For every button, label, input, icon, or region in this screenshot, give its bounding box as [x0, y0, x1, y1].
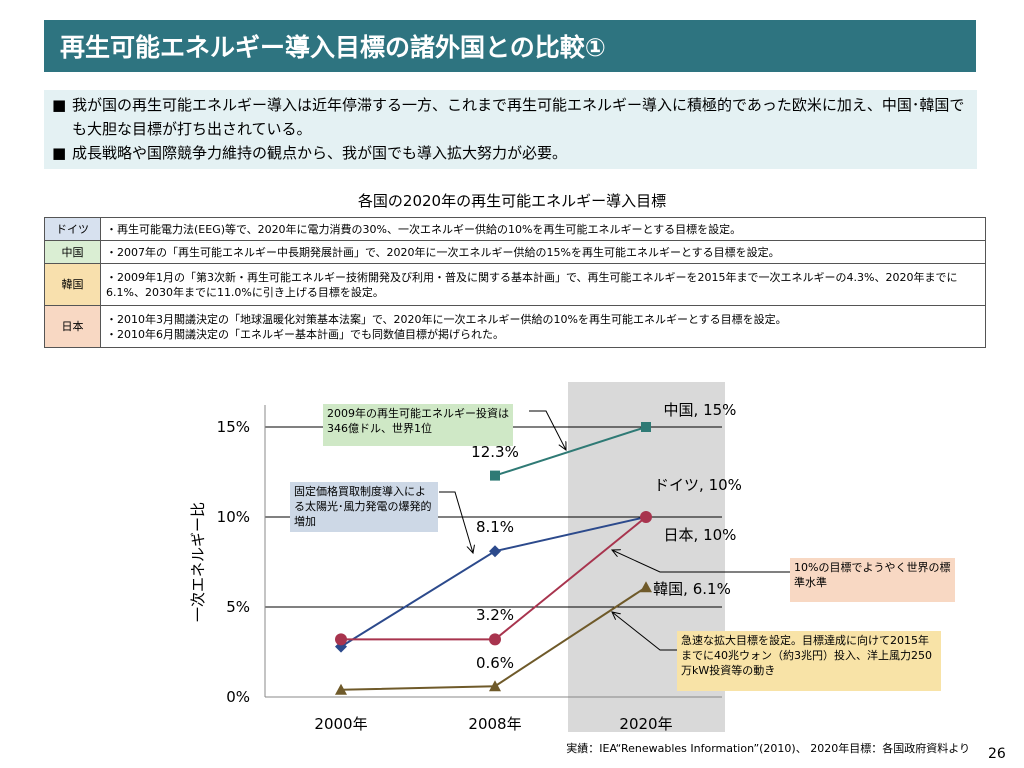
country-cell: 韓国 — [44, 263, 101, 306]
country-cell: ドイツ — [44, 217, 101, 241]
data-label: 12.3% — [471, 443, 519, 461]
source-note: 実績：IEA“Renewables Information”(2010)、 20… — [566, 742, 970, 755]
target-text-cell: ・2007年の「再生可能エネルギー中長期発展計画」で、2020年に一次エネルギー… — [100, 240, 986, 264]
annotation-fit: 固定価格買取制度導入による太陽光･風力発電の爆発的増加 — [290, 482, 438, 532]
y-tick-label: 15% — [217, 418, 250, 436]
annotation-standard: 10%の目標でようやく世界の標準水準 — [790, 558, 955, 602]
bullet-point: ■ 成長戦略や国際競争力維持の観点から、我が国でも導入拡大努力が必要。 — [52, 141, 969, 165]
callout-arrow — [612, 612, 677, 651]
table-row: 韓国 ・2009年1月の「第3次新・再生可能エネルギー技術開発及び利用・普及に関… — [44, 263, 986, 306]
series-line — [494, 426, 647, 477]
country-cell: 日本 — [44, 305, 101, 348]
table-row: 中国 ・2007年の「再生可能エネルギー中長期発展計画」で、2020年に一次エネ… — [44, 240, 986, 264]
data-point-circle — [335, 633, 347, 646]
country-cell: 中国 — [44, 240, 101, 264]
callout-arrow — [439, 491, 473, 553]
target-text-cell: ・2009年1月の「第3次新・再生可能エネルギー技術開発及び利用・普及に関する基… — [100, 263, 986, 306]
bullet-point: ■ 我が国の再生可能エネルギー導入は近年停滞する一方、これまで再生可能エネルギー… — [52, 93, 969, 141]
bullet-marker: ■ — [52, 144, 67, 162]
y-tick-label: 5% — [226, 598, 250, 616]
data-point-square — [490, 470, 500, 481]
y-tick-label: 0% — [226, 688, 250, 706]
bullet-text: 成長戦略や国際競争力維持の観点から、我が国でも導入拡大努力が必要。 — [72, 144, 568, 162]
series-end-label: 日本, 10% — [664, 526, 737, 544]
target-text-cell: ・2010年3月閣議決定の「地球温暖化対策基本法案」で、2020年に一次エネルギ… — [100, 305, 986, 348]
table-row: 日本 ・2010年3月閣議決定の「地球温暖化対策基本法案」で、2020年に一次エ… — [44, 305, 986, 348]
table-title: 各国の2020年の再生可能エネルギー導入目標 — [357, 192, 667, 210]
x-tick-label: 2020年 — [619, 715, 672, 733]
table-row: ドイツ ・再生可能電力法(EEG)等で、2020年に電力消費の30%、一次エネル… — [44, 217, 986, 241]
data-label: 8.1% — [476, 518, 514, 536]
bullet-marker: ■ — [52, 96, 67, 114]
data-label: 0.6% — [476, 654, 514, 672]
page-number: 26 — [988, 746, 1006, 762]
y-axis-label: 一次エネルギー比 — [189, 502, 207, 622]
data-label: 3.2% — [476, 606, 514, 624]
x-tick-label: 2008年 — [468, 715, 521, 733]
data-point-square — [641, 422, 651, 432]
series-end-label: ドイツ, 10% — [654, 476, 742, 494]
series-end-label: 中国, 15% — [664, 401, 737, 419]
annotation-korea: 急速な拡大目標を設定。目標達成に向けて2015年までに40兆ウォン（約3兆円）投… — [677, 631, 941, 691]
data-point-diamond — [489, 545, 501, 558]
series-end-label: 韓国, 6.1% — [653, 580, 731, 598]
callout-arrow — [529, 410, 566, 450]
bullet-text: 我が国の再生可能エネルギー導入は近年停滞する一方、これまで再生可能エネルギー導入… — [72, 96, 965, 138]
summary-box: ■ 我が国の再生可能エネルギー導入は近年停滞する一方、これまで再生可能エネルギー… — [44, 90, 977, 169]
annotation-invest: 2009年の再生可能エネルギー投資は346億ドル、世界1位 — [323, 404, 513, 446]
data-point-circle — [640, 511, 652, 523]
targets-table: ドイツ ・再生可能電力法(EEG)等で、2020年に電力消費の30%、一次エネル… — [44, 217, 986, 348]
data-point-triangle — [640, 581, 652, 593]
target-text-cell: ・再生可能電力法(EEG)等で、2020年に電力消費の30%、一次エネルギー供給… — [100, 217, 986, 241]
x-tick-label: 2000年 — [314, 715, 367, 733]
callout-arrow — [612, 550, 790, 573]
y-tick-label: 10% — [217, 508, 250, 526]
data-point-triangle — [335, 683, 347, 695]
slide-title: 再生可能エネルギー導入目標の諸外国との比較① — [44, 20, 976, 72]
data-point-triangle — [489, 680, 501, 692]
data-point-circle — [489, 633, 501, 646]
